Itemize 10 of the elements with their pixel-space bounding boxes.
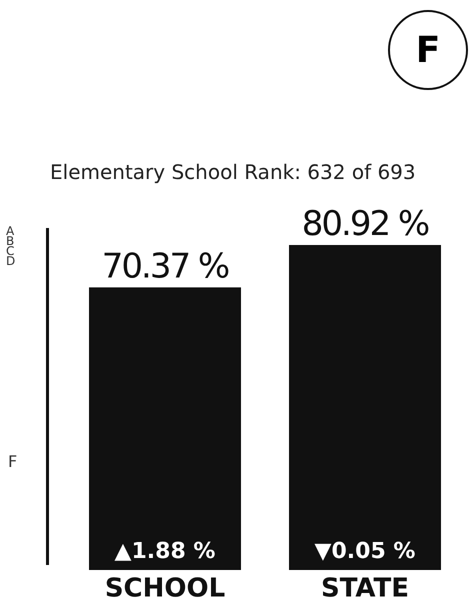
x-tick-label: STATE: [320, 573, 410, 604]
text: F: [388, 10, 468, 90]
annotation: ▲1.88 %: [114, 539, 216, 564]
data-label: 80.92 %: [302, 204, 429, 244]
chart-title: Elementary School Rank: 632 of 693: [50, 160, 417, 184]
text: D: [6, 254, 16, 268]
data-label: 70.37 %: [102, 246, 229, 286]
text: F: [8, 452, 18, 471]
x-tick-label: SCHOOL: [104, 573, 226, 604]
annotation: ▼0.05 %: [314, 539, 416, 564]
